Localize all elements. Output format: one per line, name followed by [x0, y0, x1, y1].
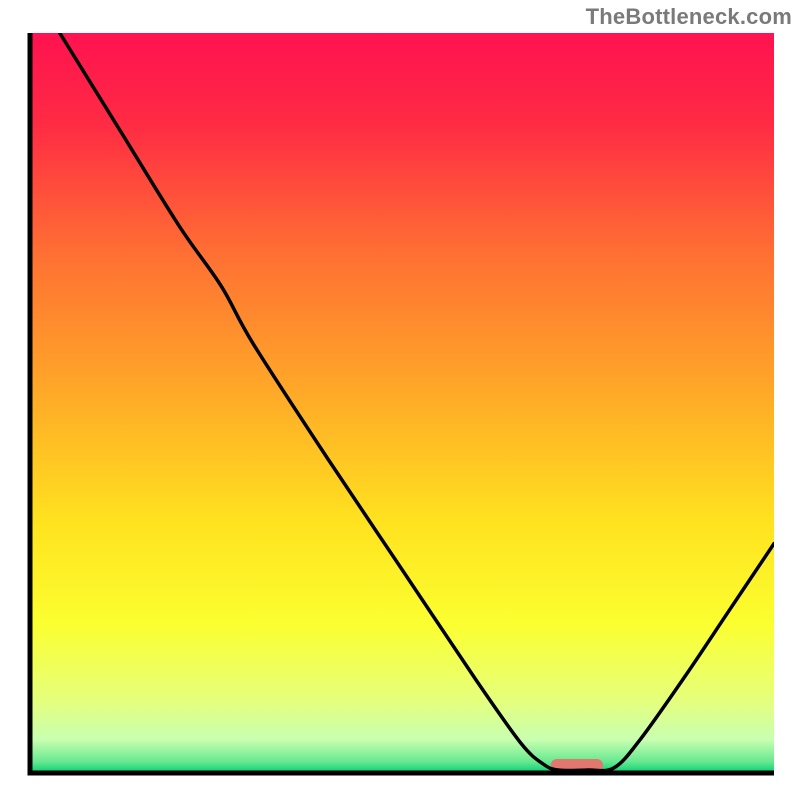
chart-container: TheBottleneck.com — [0, 0, 800, 800]
plot-svg — [0, 0, 800, 800]
plot-background — [30, 33, 774, 773]
